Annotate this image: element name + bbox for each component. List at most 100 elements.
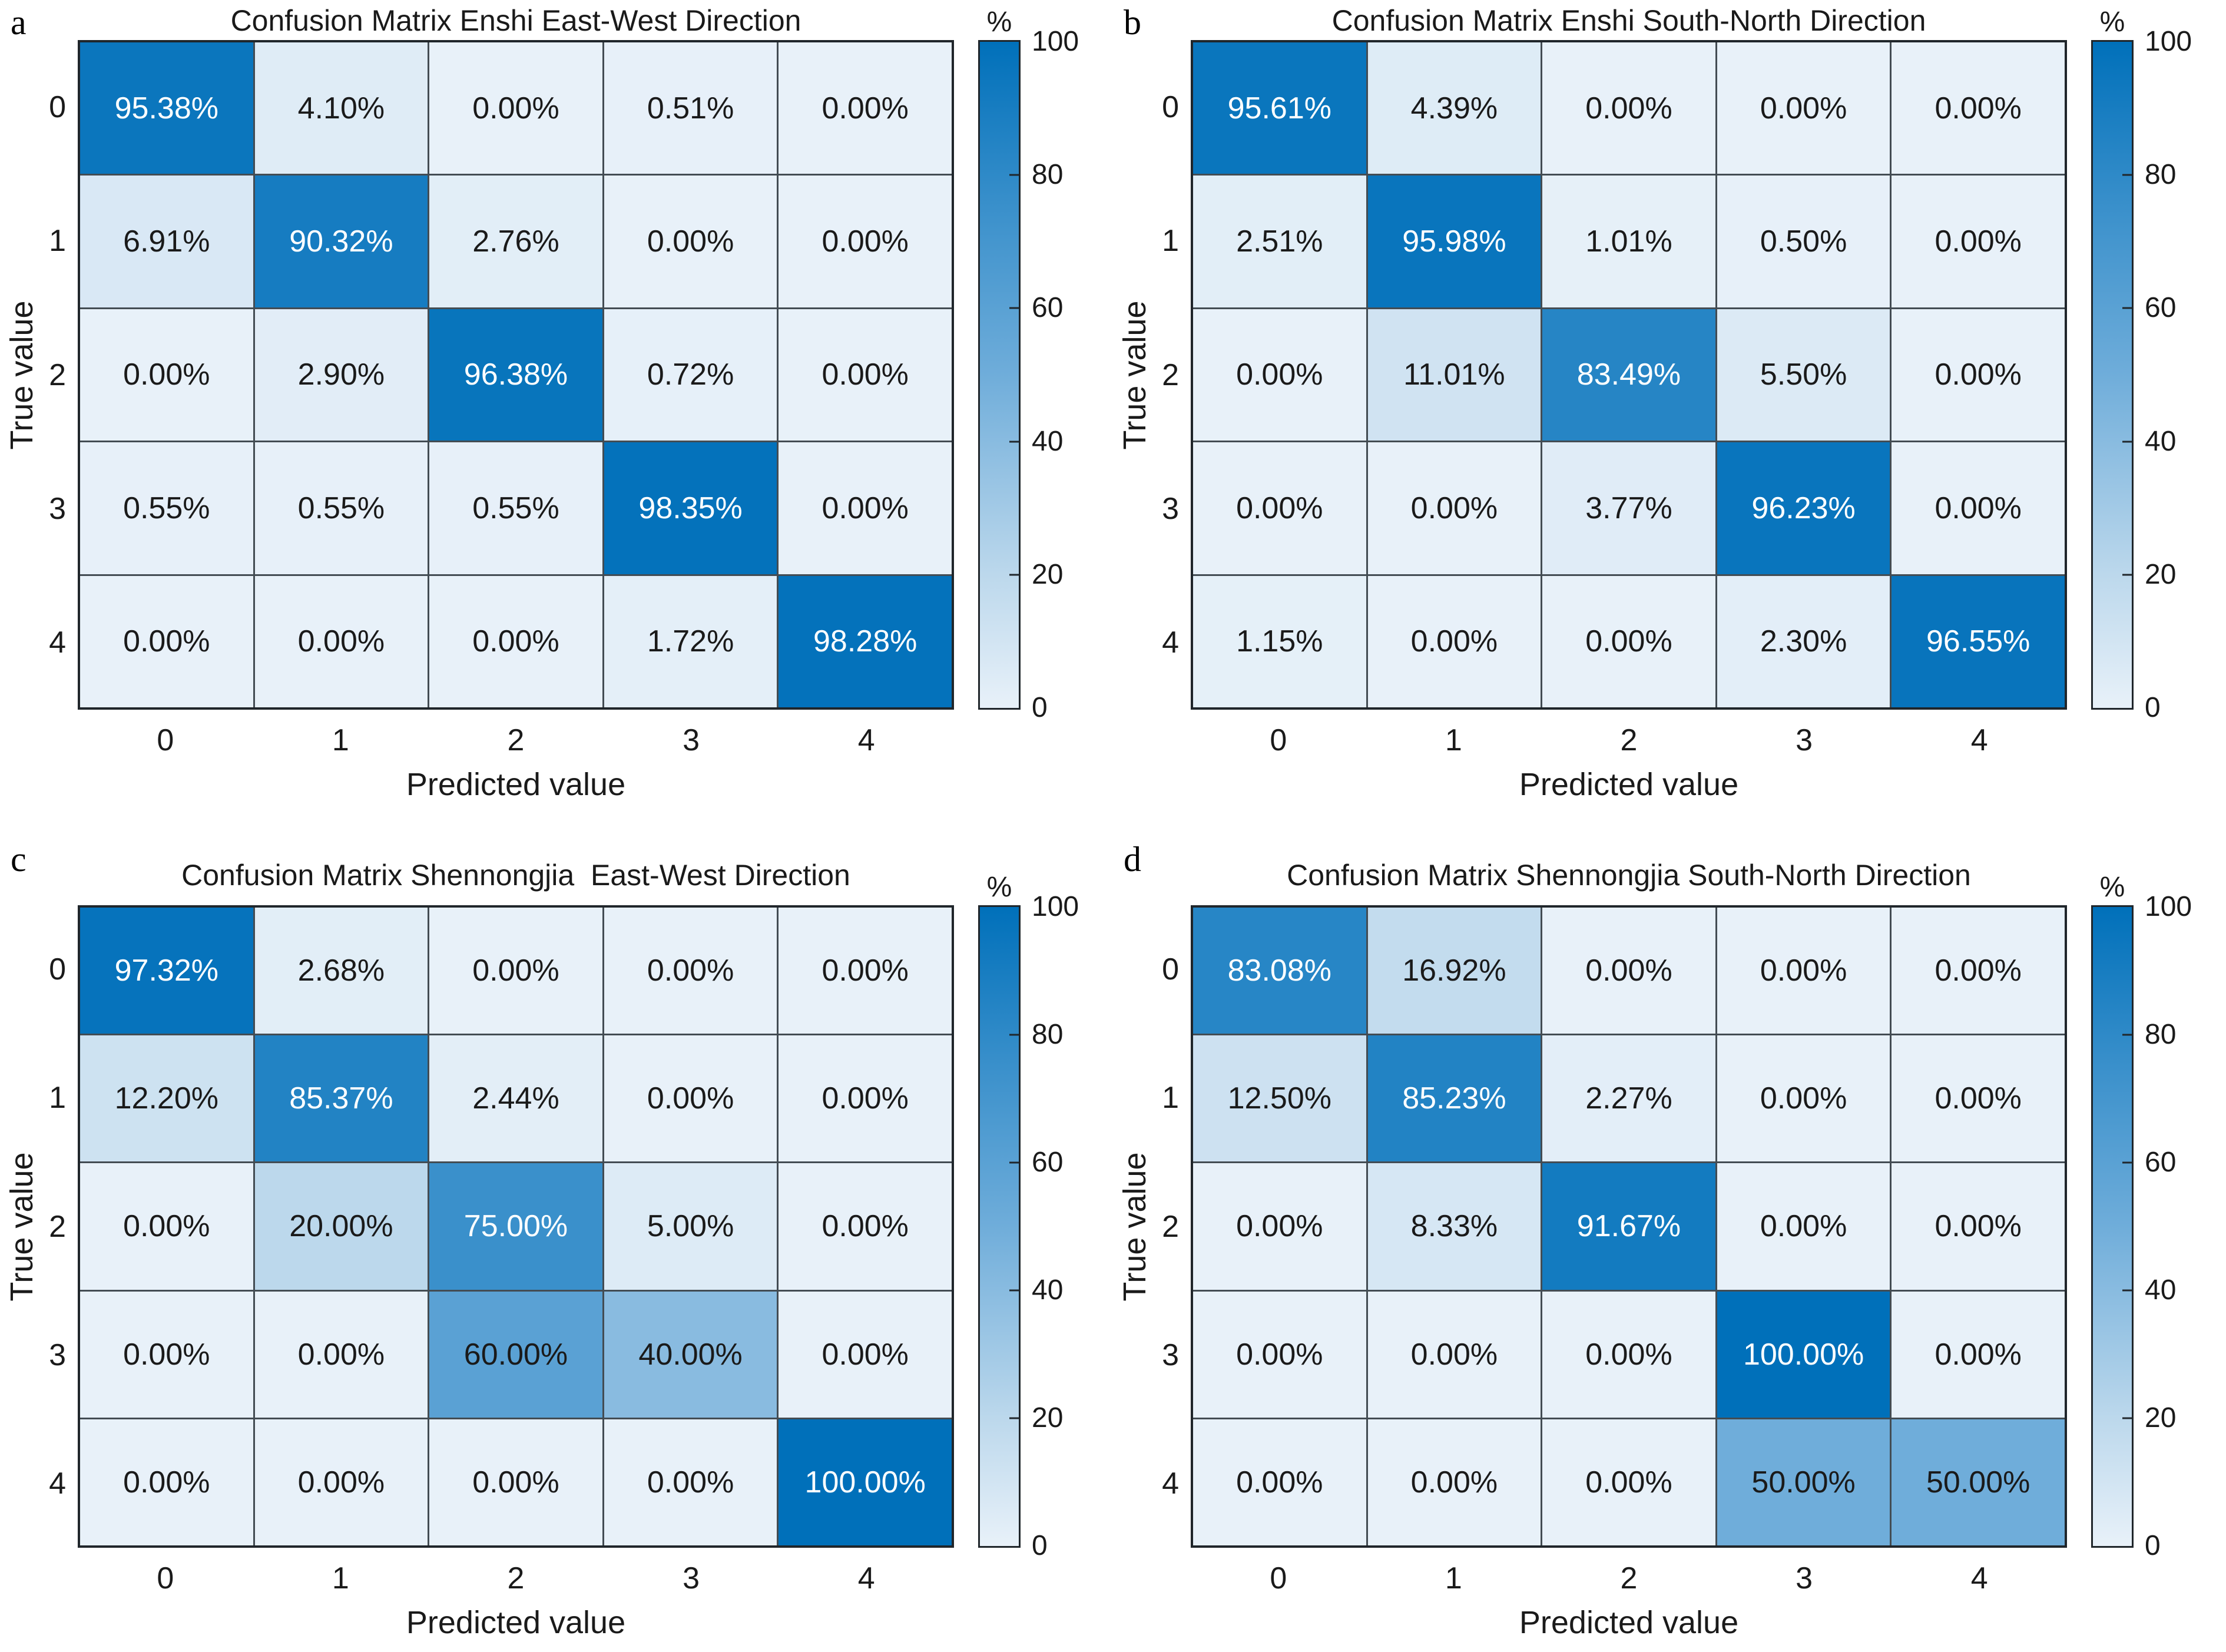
colorbar: 0 20 40 60 80 100 bbox=[2091, 28, 2192, 722]
matrix-cell: 50.00% bbox=[1892, 1419, 2065, 1545]
y-tick-label: 2 bbox=[1162, 357, 1179, 392]
matrix-cell: 1.01% bbox=[1542, 176, 1715, 307]
panel-d: d Confusion Matrix Shennongjia South-Nor… bbox=[1113, 826, 2226, 1652]
matrix-cell: 95.61% bbox=[1193, 42, 1366, 174]
colorbar-tick-mark bbox=[1009, 307, 1019, 309]
x-tick-label: 0 bbox=[157, 1561, 174, 1595]
colorbar-tick-mark bbox=[1009, 1417, 1019, 1419]
colorbar-tick-mark bbox=[1009, 1289, 1019, 1292]
matrix-cell: 98.35% bbox=[604, 442, 777, 574]
colorbar-tick-label: 20 bbox=[2145, 558, 2177, 590]
y-tick-label: 3 bbox=[1162, 491, 1179, 526]
panel-a: a Confusion Matrix Enshi East-West Direc… bbox=[0, 0, 1113, 826]
colorbar-tick-label: 0 bbox=[2145, 692, 2161, 723]
matrix-cell: 0.00% bbox=[1367, 1419, 1541, 1545]
matrix-cell: 0.00% bbox=[429, 575, 602, 707]
colorbar-tick-label: 40 bbox=[2145, 425, 2177, 457]
matrix-cell: 0.00% bbox=[1193, 309, 1366, 441]
matrix-cell: 0.00% bbox=[1367, 575, 1541, 707]
matrix-cell: 0.00% bbox=[1892, 1291, 2065, 1418]
matrix-cell: 0.00% bbox=[1892, 1035, 2065, 1162]
x-tick-label: 3 bbox=[1796, 723, 1813, 757]
matrix-cell: 0.51% bbox=[604, 42, 777, 174]
matrix-cell: 0.00% bbox=[1542, 1291, 1715, 1418]
matrix-cell: 0.00% bbox=[779, 1291, 952, 1418]
matrix-cell: 0.00% bbox=[1892, 908, 2065, 1034]
x-axis-label: Predicted value bbox=[1519, 1605, 1739, 1640]
y-axis-label: True value bbox=[4, 1151, 39, 1302]
colorbar-tick-mark bbox=[1009, 1034, 1019, 1036]
matrix-cell: 0.00% bbox=[1193, 1291, 1366, 1418]
matrix-cell: 0.00% bbox=[1542, 908, 1715, 1034]
x-tick-label: 0 bbox=[1270, 1561, 1287, 1595]
matrix-cell: 0.00% bbox=[779, 442, 952, 574]
matrix-cell: 0.00% bbox=[604, 1419, 777, 1545]
y-tick-label: 4 bbox=[1162, 1466, 1179, 1501]
colorbar-tick-label: 40 bbox=[1032, 1274, 1064, 1306]
colorbar-tick-label: 40 bbox=[2145, 1274, 2177, 1306]
x-tick-label: 1 bbox=[332, 1561, 349, 1595]
matrix-cell: 0.00% bbox=[80, 575, 253, 707]
matrix-cell: 83.08% bbox=[1193, 908, 1366, 1034]
chart-title: Confusion Matrix Enshi East-West Directi… bbox=[230, 4, 801, 37]
plot-area: True value 97.32% 2.68% 0.00% 0.00% 0.00% 12.… bbox=[4, 905, 954, 1640]
y-tick-label: 0 bbox=[49, 952, 66, 987]
x-tick-label: 2 bbox=[507, 723, 525, 757]
matrix-cell: 0.00% bbox=[1542, 42, 1715, 174]
x-tick-label: 1 bbox=[1445, 1561, 1462, 1595]
x-tick-label: 3 bbox=[683, 723, 700, 757]
matrix-cell: 83.49% bbox=[1542, 309, 1715, 441]
y-tick-label: 2 bbox=[1162, 1209, 1179, 1244]
y-axis-label: True value bbox=[1117, 300, 1152, 450]
colorbar-tick-label: 0 bbox=[1032, 692, 1048, 723]
matrix-cell: 2.44% bbox=[429, 1035, 602, 1162]
matrix-cell: 50.00% bbox=[1717, 1419, 1890, 1545]
matrix-cell: 95.38% bbox=[80, 42, 253, 174]
colorbar-tick-mark bbox=[1009, 574, 1019, 576]
colorbar-tick-mark bbox=[2122, 441, 2132, 443]
matrix-cell: 0.00% bbox=[80, 1291, 253, 1418]
y-tick-label: 4 bbox=[49, 1466, 66, 1501]
colorbar-tick-mark bbox=[2122, 174, 2132, 176]
matrix-cell: 12.50% bbox=[1193, 1035, 1366, 1162]
x-tick-label: 4 bbox=[1970, 723, 1988, 757]
matrix-cell: 0.00% bbox=[1717, 1163, 1890, 1290]
plot-area: True value 83.08% 16.92% 0.00% 0.00% 0.00% 12… bbox=[1117, 905, 2067, 1640]
matrix-cell: 3.77% bbox=[1542, 442, 1715, 574]
colorbar-tick-label: 60 bbox=[2145, 292, 2177, 324]
matrix-cell: 2.68% bbox=[254, 908, 428, 1034]
panel-c: c Confusion Matrix Shennongjia East-West… bbox=[0, 826, 1113, 1652]
matrix-cell: 0.00% bbox=[779, 42, 952, 174]
colorbar-tick-label: 80 bbox=[2145, 1019, 2177, 1050]
colorbar-tick-label: 20 bbox=[1032, 1402, 1064, 1434]
matrix-cell: 0.00% bbox=[429, 908, 602, 1034]
colorbar-tick-label: 80 bbox=[1032, 1019, 1064, 1050]
y-tick-label: 1 bbox=[49, 224, 66, 259]
matrix-cell: 0.00% bbox=[1717, 908, 1890, 1034]
colorbar-tick-label: 20 bbox=[1032, 558, 1064, 590]
matrix-cell: 85.37% bbox=[254, 1035, 428, 1162]
matrix-cell: 0.00% bbox=[254, 1419, 428, 1545]
matrix-cell: 85.23% bbox=[1367, 1035, 1541, 1162]
matrix-cell: 0.00% bbox=[429, 1419, 602, 1545]
matrix-cell: 1.72% bbox=[604, 575, 777, 707]
x-tick-label: 2 bbox=[1620, 723, 1638, 757]
y-tick-label: 0 bbox=[49, 90, 66, 124]
y-tick-label: 0 bbox=[1162, 90, 1179, 124]
matrix-cell: 96.55% bbox=[1892, 575, 2065, 707]
colorbar-unit-label: % bbox=[2099, 6, 2125, 38]
matrix-cell: 0.00% bbox=[1717, 42, 1890, 174]
colorbar-tick-label: 100 bbox=[2145, 891, 2192, 922]
matrix-cell: 0.00% bbox=[779, 309, 952, 441]
colorbar-tick-mark bbox=[1009, 441, 1019, 443]
matrix-cell: 2.30% bbox=[1717, 575, 1890, 707]
y-tick-label: 2 bbox=[49, 1209, 66, 1244]
plot-area: True value 95.61% 4.39% 0.00% 0.00% 0.00% 2.5… bbox=[1117, 40, 2067, 802]
matrix-cell: 0.00% bbox=[1892, 442, 2065, 574]
colorbar-tick-mark bbox=[1009, 1161, 1019, 1164]
matrix-cell: 6.91% bbox=[80, 176, 253, 307]
matrix-cell: 0.00% bbox=[1193, 1419, 1366, 1545]
matrix-cell: 0.00% bbox=[1892, 42, 2065, 174]
matrix-cell: 0.00% bbox=[779, 908, 952, 1034]
